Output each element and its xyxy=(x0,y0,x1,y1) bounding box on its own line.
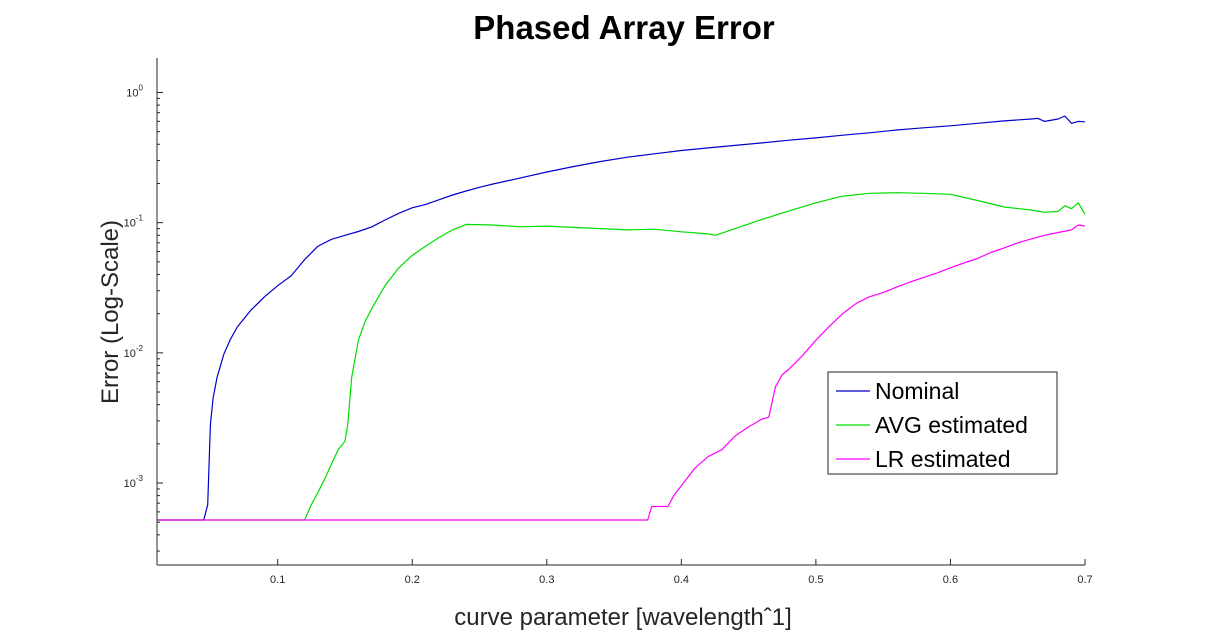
y-axis-ticks: 100 10-1 10-2 10-3 xyxy=(124,83,163,552)
legend-label-nominal: Nominal xyxy=(875,378,959,404)
x-axis-label: curve parameter [wavelengthˆ1] xyxy=(454,604,792,631)
x-tick-label: 0.6 xyxy=(943,574,958,586)
legend-box xyxy=(827,371,1058,475)
legend-label-lr-estimated: LR estimated xyxy=(875,446,1011,472)
x-axis-ticks: 0.1 0.2 0.3 0.4 0.5 0.6 0.7 xyxy=(270,559,1093,586)
x-tick-label: 0.1 xyxy=(270,574,285,586)
series-lines xyxy=(157,115,1086,521)
legend: Nominal AVG estimated LR estimated xyxy=(827,371,1058,475)
x-tick-label: 0.4 xyxy=(674,574,689,586)
y-tick-label: 10-1 xyxy=(124,214,144,230)
series-line-avg-estimated xyxy=(157,192,1086,521)
y-tick-label: 10-3 xyxy=(124,474,144,490)
series-line-nominal xyxy=(157,115,1086,521)
x-tick-label: 0.7 xyxy=(1077,574,1092,586)
y-axis-label: Error (Log-Scale) xyxy=(97,220,124,404)
series-line-lr-estimated xyxy=(157,224,1086,521)
x-tick-label: 0.3 xyxy=(539,574,554,586)
x-tick-label: 0.5 xyxy=(808,574,823,586)
y-tick-label: 10-2 xyxy=(124,344,144,360)
x-tick-label: 0.2 xyxy=(405,574,420,586)
plot-area: 0.1 0.2 0.3 0.4 0.5 0.6 0.7 100 10-1 10-2 10-3 xyxy=(124,58,1093,586)
legend-label-avg-estimated: AVG estimated xyxy=(875,412,1028,438)
y-tick-label: 100 xyxy=(126,83,143,99)
chart-title: Phased Array Error xyxy=(473,9,775,46)
